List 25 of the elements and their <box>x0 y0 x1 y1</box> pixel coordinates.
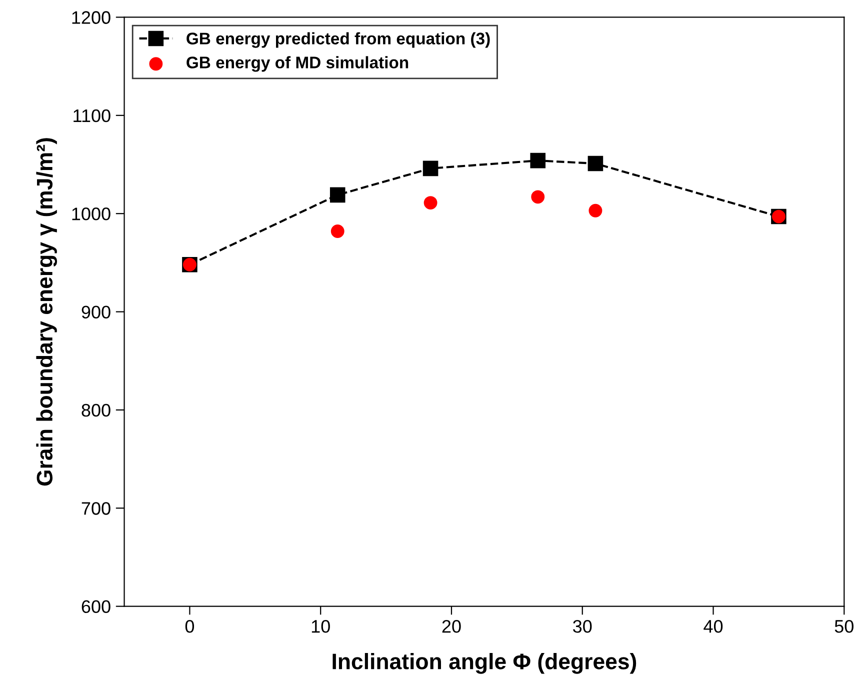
y-tick-label: 1000 <box>72 208 110 220</box>
y-tick-label: 1200 <box>72 11 110 24</box>
x-tick-label: 40 <box>704 620 723 633</box>
x-axis-title: Inclination angle Φ (degrees) <box>332 653 636 674</box>
point <box>424 196 438 210</box>
point <box>531 190 545 204</box>
y-tick-label: 700 <box>82 502 110 515</box>
point <box>330 224 344 238</box>
point <box>422 160 438 176</box>
x-tick-label: 50 <box>834 620 854 633</box>
y-tick-label: 1100 <box>74 109 110 122</box>
y-tick-label: 900 <box>82 306 110 318</box>
point <box>330 187 346 203</box>
x-tick-label: 20 <box>442 620 461 633</box>
point <box>588 204 602 218</box>
x-tick-label: 30 <box>573 620 592 633</box>
point <box>588 156 604 172</box>
x-tick-label: 0 <box>185 620 194 633</box>
point <box>530 152 546 168</box>
legend-label: GB energy predicted from equation (3) <box>186 32 490 48</box>
y-axis-title: Grain boundary energy γ (mJ/m²) <box>36 138 58 486</box>
y-tick-label: 800 <box>82 404 110 417</box>
x-tick-label: 10 <box>312 620 330 633</box>
legend-label: GB energy of MD simulation <box>186 56 408 72</box>
y-tick-label: 600 <box>82 600 110 614</box>
